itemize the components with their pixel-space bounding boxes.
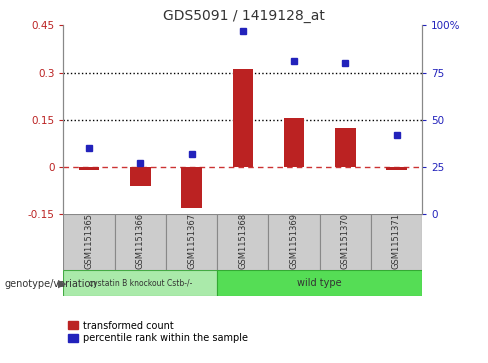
Text: GSM1151367: GSM1151367 (187, 213, 196, 269)
Text: GSM1151371: GSM1151371 (392, 213, 401, 269)
Bar (63, 214, 115, 270)
Text: GSM1151365: GSM1151365 (84, 213, 94, 269)
Text: GSM1151369: GSM1151369 (289, 213, 299, 269)
Bar (182, 167, 202, 208)
Bar (371, 214, 422, 270)
Bar (335, 128, 356, 167)
Text: GSM1151366: GSM1151366 (136, 213, 145, 269)
Text: GSM1151370: GSM1151370 (341, 213, 350, 269)
Bar (63, 270, 217, 296)
Text: GSM1151368: GSM1151368 (238, 213, 247, 269)
Bar (284, 118, 305, 167)
Text: GDS5091 / 1419128_at: GDS5091 / 1419128_at (163, 9, 325, 23)
Text: ▶: ▶ (58, 279, 66, 289)
Bar (320, 214, 371, 270)
Legend: transformed count, percentile rank within the sample: transformed count, percentile rank withi… (68, 321, 248, 343)
Bar (166, 214, 217, 270)
Bar (217, 214, 268, 270)
Text: wild type: wild type (297, 278, 342, 288)
Bar (386, 167, 407, 170)
Bar (115, 214, 166, 270)
Text: cystatin B knockout Cstb-/-: cystatin B knockout Cstb-/- (89, 279, 192, 287)
Bar (130, 167, 151, 186)
Bar (233, 69, 253, 167)
Bar (79, 167, 100, 170)
Bar (268, 214, 320, 270)
Bar (217, 270, 422, 296)
Text: genotype/variation: genotype/variation (5, 279, 98, 289)
